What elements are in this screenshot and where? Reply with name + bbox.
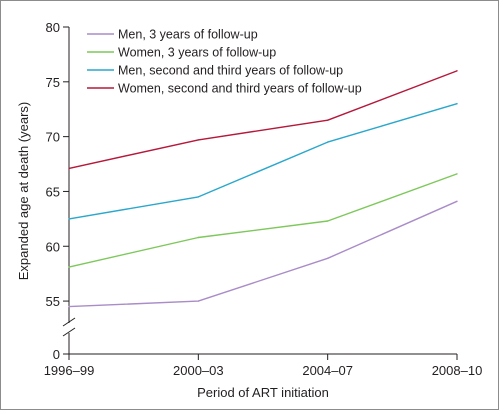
data-point (68, 218, 70, 220)
x-tick-label: 2008–10 (432, 363, 483, 378)
x-ticks: 1996–99 2000–03 2004–07 2008–10 (44, 354, 483, 378)
data-point (326, 257, 329, 260)
y-tick-label: 0 (53, 347, 60, 362)
y-axis-break-mark-1 (62, 317, 76, 327)
y-tick-label: 65 (46, 184, 60, 199)
series-line-4 (68, 70, 458, 170)
data-point (326, 141, 329, 143)
x-tick-label: 2004–07 (302, 363, 353, 378)
y-tick-label: 60 (46, 239, 60, 254)
data-point (197, 139, 200, 141)
x-tick-label: 2000–03 (173, 363, 224, 378)
data-point (326, 220, 329, 222)
legend-label: Women, 3 years of follow-up (118, 46, 276, 60)
data-point (197, 300, 200, 302)
data-point (326, 119, 329, 121)
x-axis-title: Period of ART initiation (197, 385, 329, 400)
x-tick-label: 1996–99 (44, 363, 95, 378)
data-point (456, 200, 458, 203)
data-point (197, 196, 200, 198)
y-axis-break-mark-2 (62, 327, 76, 337)
series-line-2 (68, 173, 458, 268)
data-point (68, 305, 70, 308)
y-tick-label: 70 (46, 130, 60, 145)
data-point (68, 266, 70, 268)
legend-label: Men, second and third years of follow-up (118, 64, 343, 78)
y-tick-label: 80 (46, 20, 60, 35)
series-lines (68, 70, 458, 308)
y-tick-label: 75 (46, 75, 60, 90)
data-point (456, 103, 458, 105)
legend: Men, 3 years of follow-up Women, 3 years … (87, 28, 362, 96)
legend-label: Men, 3 years of follow-up (118, 28, 258, 42)
axes: 0 55 60 65 70 75 80 1996–99 2000–03 2004–07 2008–… (44, 20, 483, 378)
y-tick-label: 55 (46, 294, 60, 309)
legend-label: Women, second and third years of follow-… (118, 82, 362, 96)
series-line-1 (68, 200, 458, 308)
data-point (456, 173, 458, 175)
data-point (197, 236, 200, 239)
series-line-3 (68, 103, 458, 220)
y-axis-title: Expanded age at death (years) (16, 102, 31, 281)
data-point (456, 70, 458, 72)
y-ticks: 0 55 60 65 70 75 80 (46, 20, 69, 362)
data-point (68, 167, 70, 170)
